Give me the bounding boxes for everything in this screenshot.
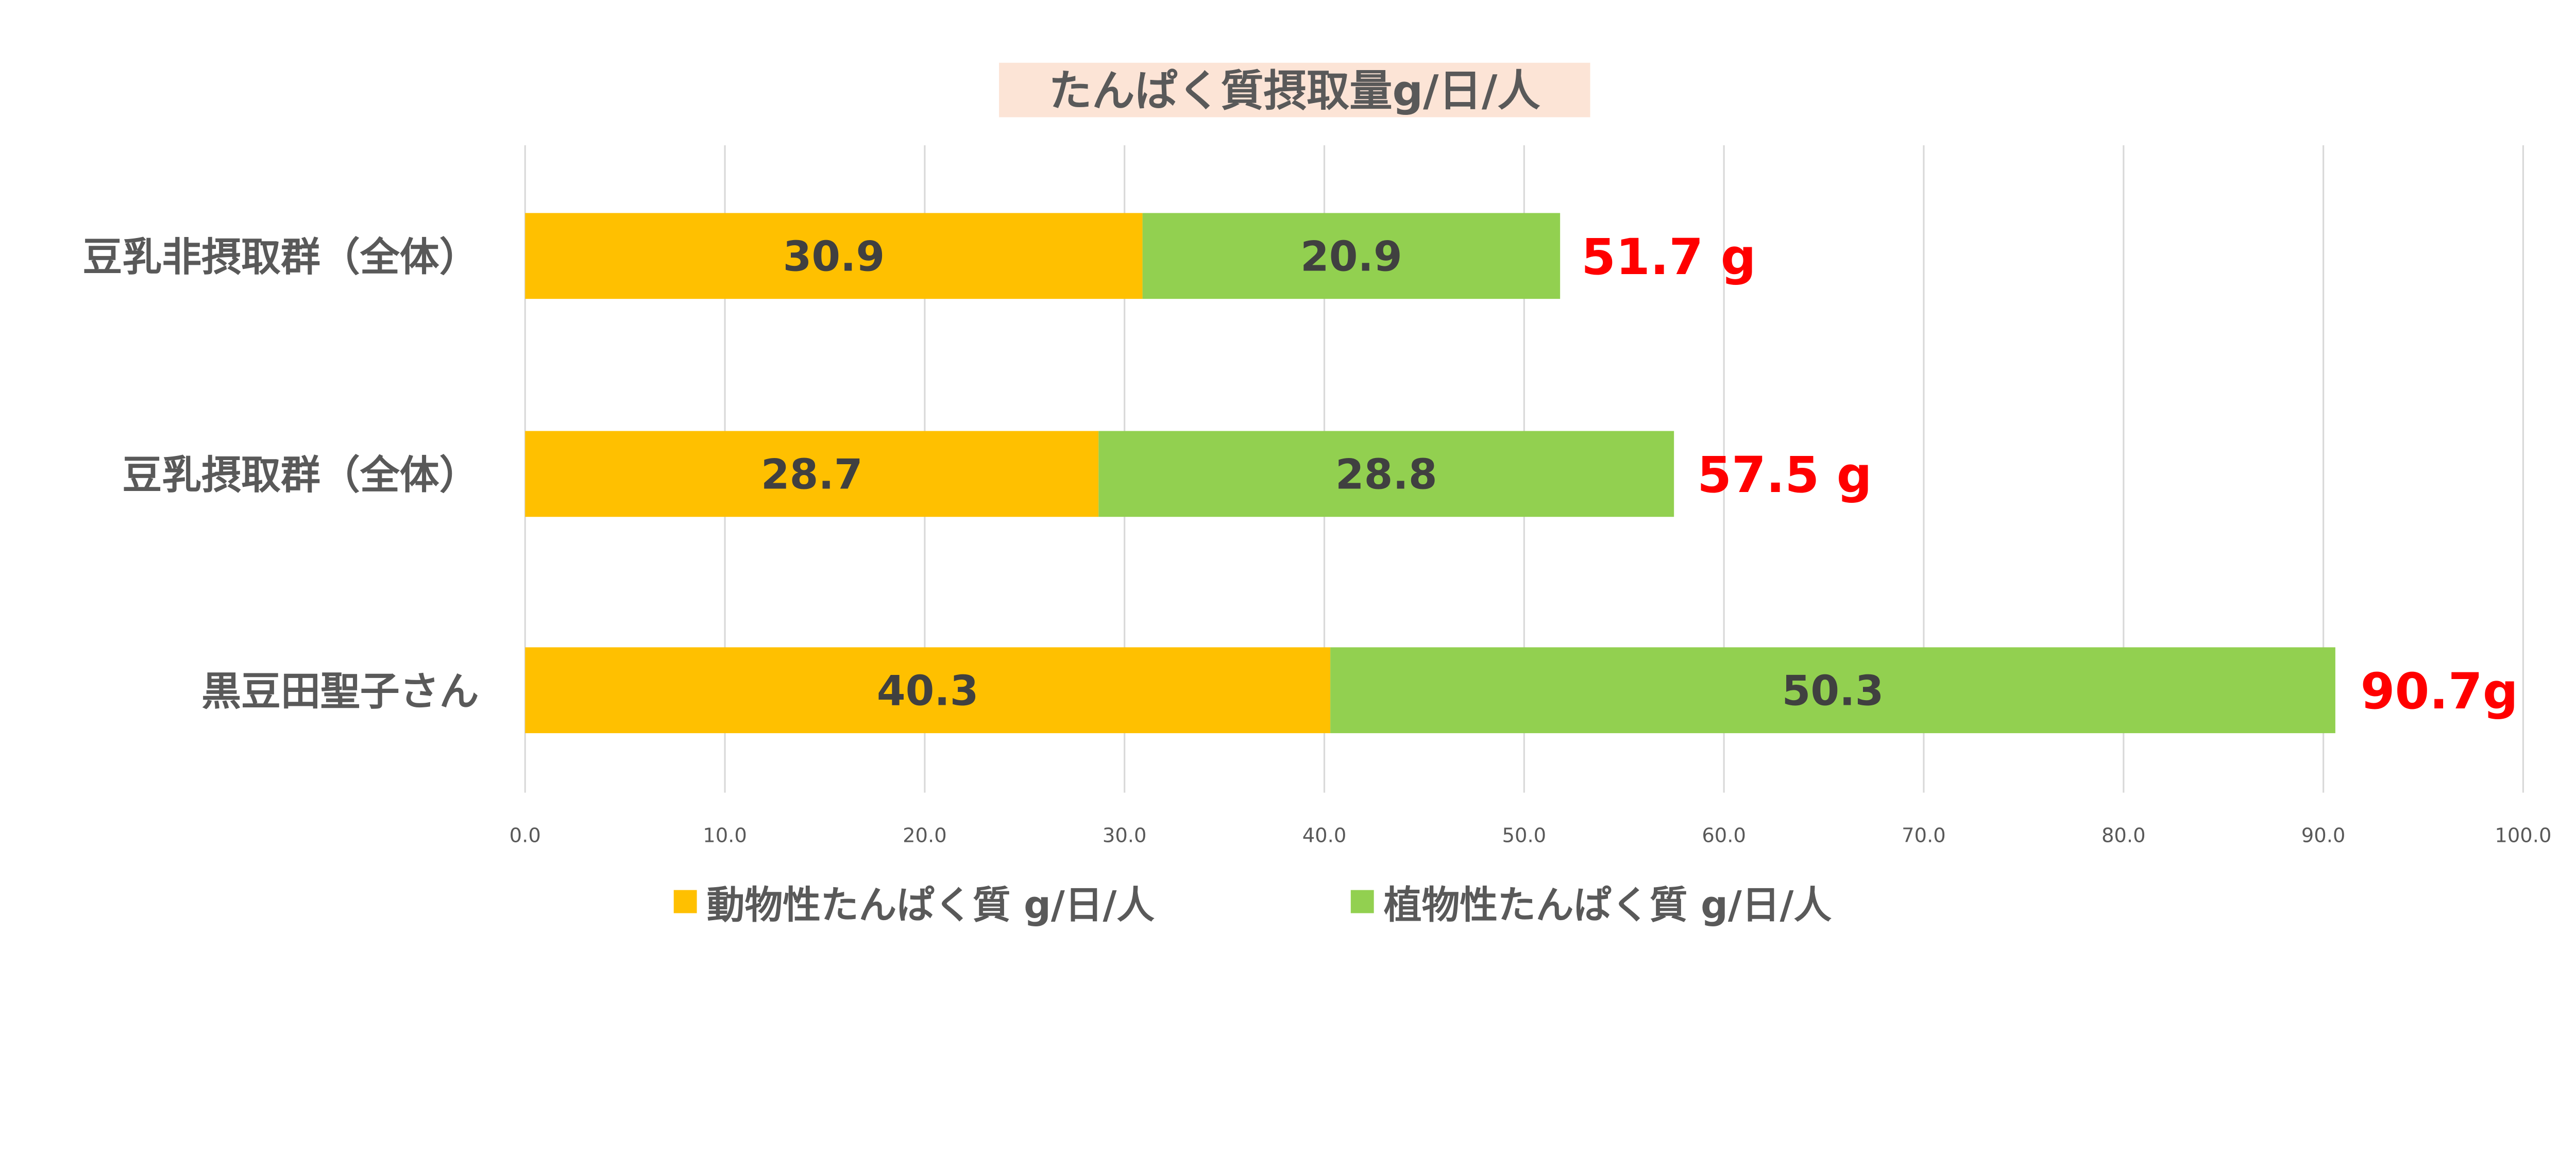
x-axis-ticks: 0.0 10.0 20.0 30.0 40.0 50.0 60.0 70.0 80.0 90.0 1… [510,824,2552,848]
legend-swatch [1350,890,1374,913]
bars: 30.9 20.9 51.7 g 28.7 28.8 57.5 g 40.3 50.3 90.7… [525,213,2518,734]
chart-title: たんぱく質摂取量g/日/人 [1049,66,1540,116]
total-label: 90.7g [2361,663,2518,720]
x-tick-label: 80.0 [2102,824,2146,848]
x-tick-label: 90.0 [2301,824,2346,848]
data-label: 28.7 [761,451,863,499]
bar-segment [1330,647,2335,734]
x-tick-label: 10.0 [703,824,747,848]
bar-segment [1098,431,1674,517]
data-label: 20.9 [1300,233,1402,281]
x-tick-label: 50.0 [1502,824,1547,848]
bar-segment [1142,213,1561,299]
total-label: 57.5 g [1697,446,1872,504]
x-tick-label: 100.0 [2495,824,2551,848]
data-label: 28.8 [1335,451,1437,499]
category-label: 豆乳摂取群（全体） [122,453,479,499]
stacked-bar-chart: たんぱく質摂取量g/日/人 30.9 20.9 51.7 g 28.7 28.8 57.5… [82,62,2552,927]
legend: 動物性たんぱく質 g/日/人 植物性たんぱく質 g/日/人 [673,884,1832,927]
category-labels: 豆乳非摂取群（全体） 豆乳摂取群（全体） 黒豆田聖子さん [82,235,479,715]
bar-segment [525,213,1143,299]
legend-label: 動物性たんぱく質 g/日/人 [707,884,1155,927]
category-label: 豆乳非摂取群（全体） [82,235,479,281]
x-tick-label: 30.0 [1103,824,1147,848]
category-label: 黒豆田聖子さん [201,669,479,715]
total-label: 51.7 g [1581,228,1756,286]
data-label: 50.3 [1782,667,1884,715]
x-tick-label: 0.0 [510,824,541,848]
title-background [999,62,1590,117]
legend-swatch [673,890,697,913]
x-tick-label: 40.0 [1302,824,1347,848]
data-label: 30.9 [783,233,885,281]
x-tick-label: 60.0 [1702,824,1746,848]
bar-segment [525,431,1099,517]
x-tick-label: 20.0 [903,824,947,848]
x-tick-label: 70.0 [1902,824,1946,848]
legend-label: 植物性たんぱく質 g/日/人 [1384,884,1832,927]
bar-segment [525,647,1331,734]
data-label: 40.3 [877,667,979,715]
